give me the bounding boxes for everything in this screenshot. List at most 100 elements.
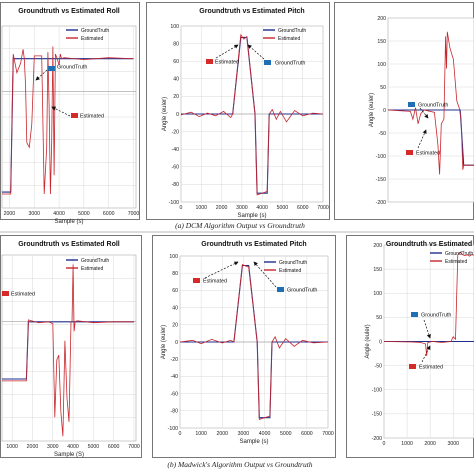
annotation-label: Estimated — [419, 365, 443, 371]
y-tick-label: 150 — [373, 267, 382, 273]
legend-entry: GroundTruth — [81, 258, 109, 264]
y-tick-label: 60 — [173, 59, 179, 65]
annotation-label: GroundTruth — [275, 61, 305, 67]
y-tick-label: -80 — [172, 182, 180, 188]
x-tick-label: 2000 — [216, 205, 228, 211]
annotation-marker — [406, 150, 413, 155]
x-tick-label: 6000 — [301, 431, 313, 437]
y-tick-label: 80 — [172, 271, 178, 277]
y-tick-label: 40 — [172, 305, 178, 311]
y-tick-label: -100 — [169, 200, 179, 206]
series-line-groundtruth — [388, 109, 474, 166]
annotation-label: GroundTruth — [421, 313, 451, 319]
chart-panel-a-roll: 2000 3000 4000 5000 6000 7000 Groundtruth vs E… — [0, 2, 140, 225]
y-tick-label: 200 — [373, 243, 382, 249]
x-tick-label: 7000 — [322, 431, 334, 437]
annotation-marker — [48, 66, 55, 71]
y-tick-label: -60 — [172, 165, 180, 171]
x-axis-label: Sample (s) — [54, 219, 83, 225]
y-tick-label: 200 — [377, 16, 386, 22]
series-line-estimated — [181, 33, 323, 196]
y-tick-label: 0 — [383, 108, 386, 114]
legend-entry: Estimated — [81, 36, 103, 42]
y-tick-label: 0 — [379, 339, 382, 345]
x-tick-label: 1000 — [6, 444, 18, 450]
y-tick-label: -150 — [372, 412, 382, 418]
y-tick-label: 60 — [172, 288, 178, 294]
y-tick-label: -80 — [171, 409, 179, 415]
annotation-arrow — [204, 261, 239, 279]
annotation-arrow — [215, 44, 239, 59]
annotation-label: Estimated — [203, 279, 227, 285]
legend-entry: GroundTruth — [279, 260, 307, 266]
annotation-label: GroundTruth — [287, 288, 317, 294]
x-tick-label: 6000 — [108, 444, 120, 450]
x-axis-label: Sample (S) — [54, 452, 84, 458]
x-tick-label: 5000 — [88, 444, 100, 450]
y-tick-label: 20 — [173, 94, 179, 100]
annotation-arrow — [421, 345, 431, 363]
series-line-estimated — [384, 251, 474, 357]
annotation-arrow — [35, 69, 48, 81]
y-tick-label: -100 — [168, 426, 178, 432]
y-tick-label: 50 — [380, 85, 386, 91]
caption-bottom: (b) Madwick's Algorithm Output vs Ground… — [167, 460, 312, 469]
annotation-label: Estimated — [11, 292, 35, 298]
y-tick-label: -60 — [171, 391, 179, 397]
y-tick-label: -40 — [172, 147, 180, 153]
x-tick-label: 3000 — [447, 441, 459, 447]
x-tick-label: 2000 — [27, 444, 39, 450]
y-tick-label: -40 — [171, 374, 179, 380]
y-tick-label: -100 — [376, 154, 386, 160]
y-tick-label: 20 — [172, 323, 178, 329]
y-tick-label: -150 — [376, 177, 386, 183]
x-tick-label: 7000 — [128, 444, 140, 450]
series-line-estimated — [388, 31, 474, 175]
y-tick-label: 0 — [175, 340, 178, 346]
x-tick-label: 3000 — [238, 431, 250, 437]
annotation-label: Estimated — [215, 60, 239, 66]
x-tick-label: 2000 — [424, 441, 436, 447]
x-tick-label: 4000 — [259, 431, 271, 437]
annotation-marker — [408, 102, 415, 107]
x-axis-label: Sample (s) — [239, 439, 268, 445]
chart-title: Groundtruth vs Estimated Pitch — [199, 8, 304, 15]
chart-title: Groundtruth vs Estimated — [386, 241, 472, 248]
y-axis-label: Angle (euler) — [161, 325, 167, 359]
y-tick-label: -50 — [375, 363, 383, 369]
x-tick-label: 0 — [383, 441, 386, 447]
y-tick-label: 100 — [169, 254, 178, 260]
series-line-estimated — [2, 264, 134, 437]
x-tick-label: 5000 — [78, 211, 90, 217]
annotation-marker — [264, 60, 271, 65]
y-tick-label: -50 — [379, 131, 387, 137]
annotation-arrow — [423, 319, 431, 339]
y-tick-label: 0 — [176, 112, 179, 118]
x-tick-label: 5000 — [277, 205, 289, 211]
x-tick-label: 5000 — [280, 431, 292, 437]
y-tick-label: -200 — [372, 436, 382, 442]
annotation-marker — [411, 312, 418, 317]
x-tick-label: 7000 — [317, 205, 329, 211]
x-tick-label: 3000 — [47, 444, 59, 450]
annotation-label: Estimated — [416, 151, 440, 157]
legend-entry: GroundTruth — [278, 28, 306, 34]
annotation-marker — [277, 287, 284, 292]
x-tick-label: 1000 — [401, 441, 413, 447]
annotation-marker — [206, 59, 213, 64]
x-tick-label: 6000 — [103, 211, 115, 217]
y-tick-label: -20 — [171, 357, 179, 363]
caption-top: (a) DCM Algorithm Output vs Groundtruth — [175, 221, 305, 230]
annotation-marker — [2, 291, 9, 296]
x-axis-label: Sample (s) — [237, 213, 266, 219]
x-tick-label: 1000 — [196, 205, 208, 211]
x-tick-label: 0 — [179, 431, 182, 437]
x-tick-label: 7000 — [128, 211, 140, 217]
chart-title: Groundtruth vs Estimated Roll — [18, 8, 120, 15]
y-axis-label: Angle (euler) — [162, 97, 168, 131]
y-tick-label: 50 — [376, 315, 382, 321]
